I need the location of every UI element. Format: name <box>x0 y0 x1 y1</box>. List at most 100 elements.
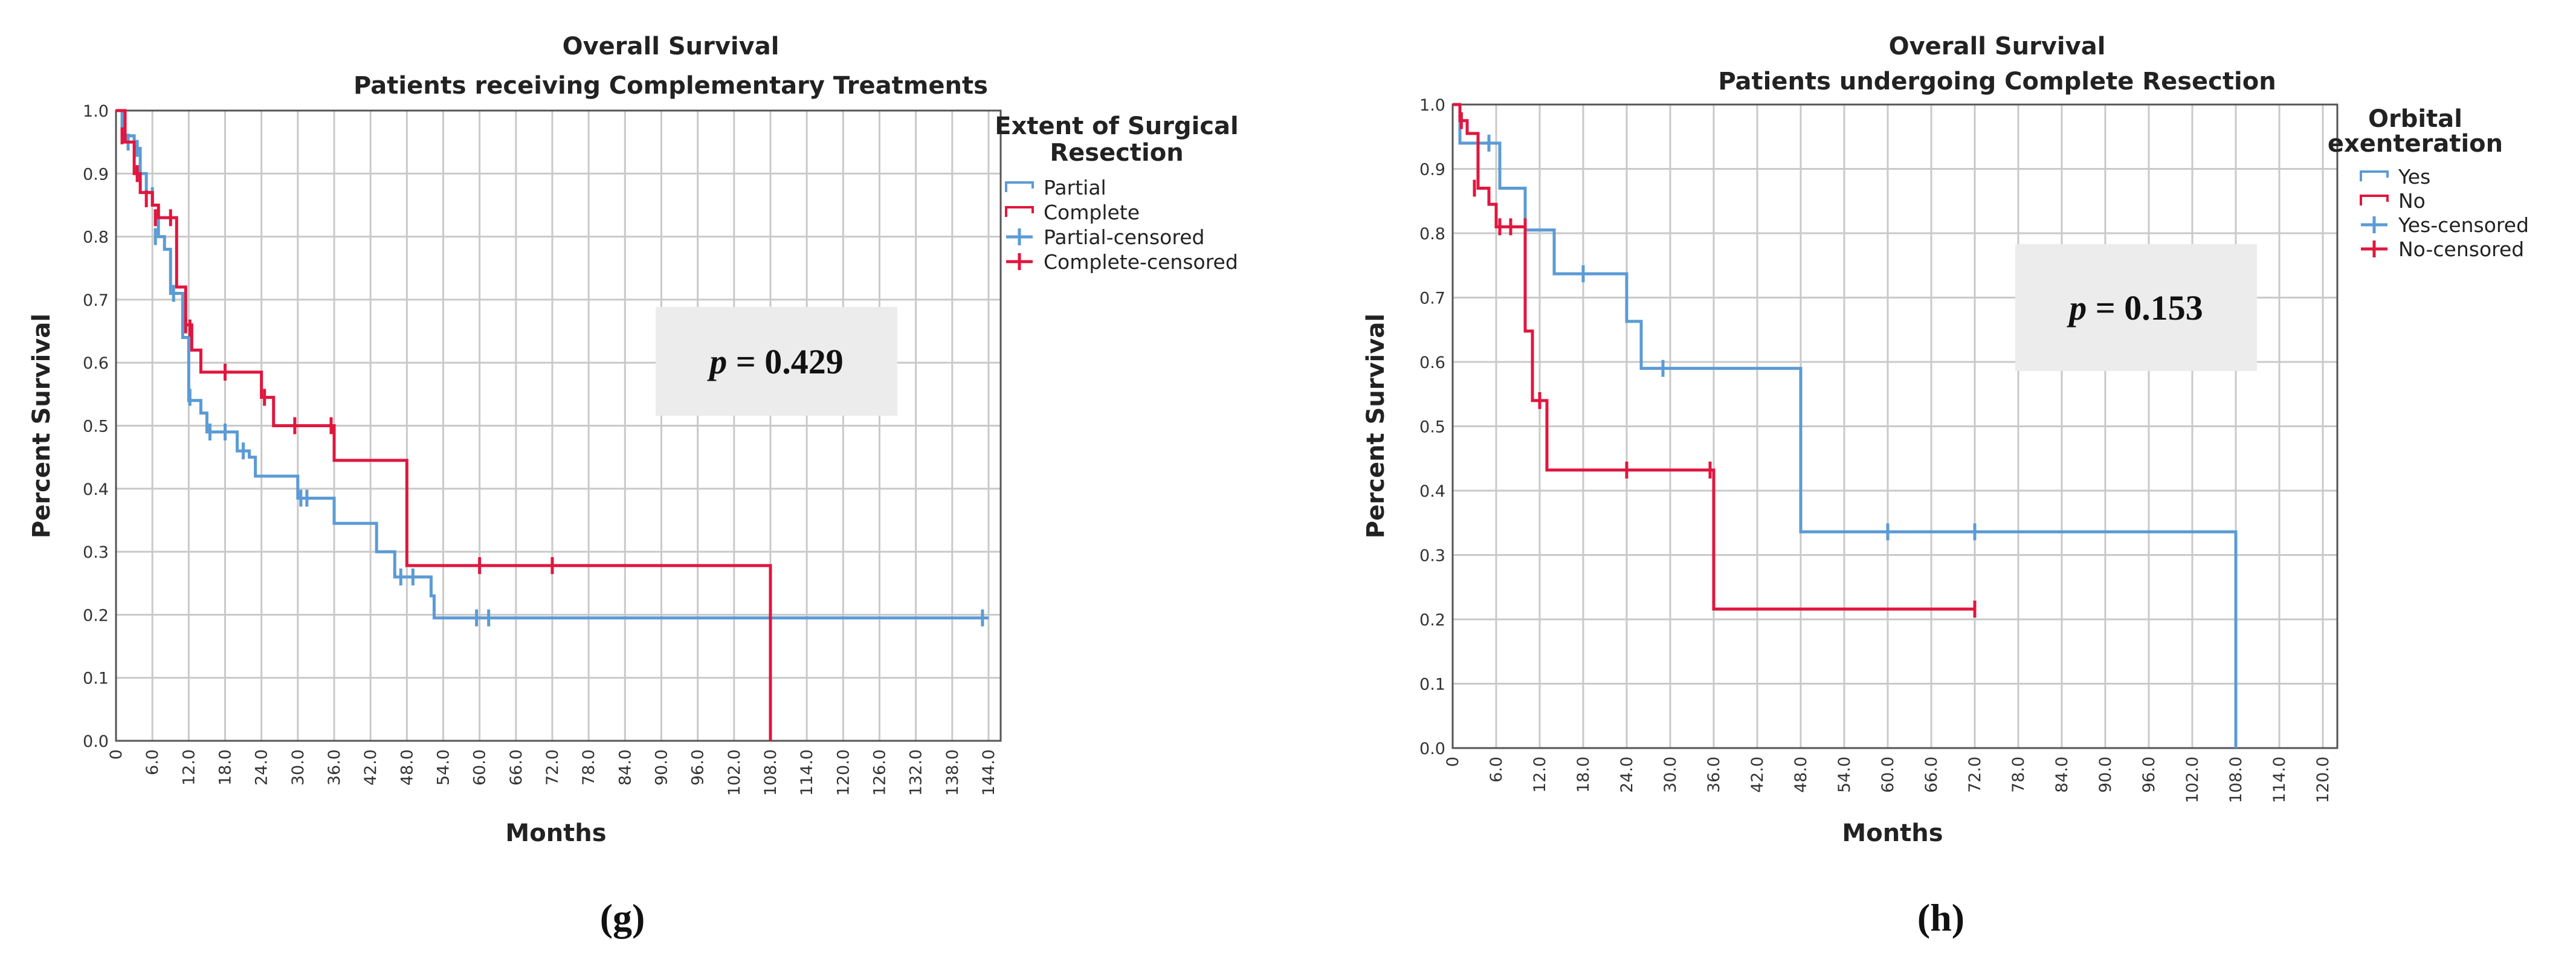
x-tick-label: 108.0 <box>2227 757 2245 803</box>
x-tick-label: 114.0 <box>2270 757 2289 803</box>
p-value-text: p = 0.153 <box>2066 288 2203 328</box>
y-tick-label: 0.1 <box>83 670 109 688</box>
survival-curve-no <box>1453 103 1975 611</box>
plot-frame <box>1451 103 2339 749</box>
chart-title: Overall Survival <box>563 33 780 60</box>
legend-swatch <box>1005 181 1034 192</box>
y-tick-label: 0.5 <box>83 418 109 436</box>
x-tick-label: 36.0 <box>1705 757 1723 793</box>
y-tick-label: 0.3 <box>83 543 109 562</box>
x-tick-label: 48.0 <box>398 749 416 786</box>
x-tick-label: 30.0 <box>1661 757 1680 793</box>
legend-title: exenteration <box>2328 130 2503 158</box>
p-value-box <box>656 307 897 416</box>
legend-swatch <box>2360 195 2389 205</box>
x-tick-label: 24.0 <box>253 749 271 786</box>
x-tick-label: 78.0 <box>2009 757 2028 793</box>
y-tick-label: 0.9 <box>83 165 109 184</box>
legend-title: Orbital <box>2368 105 2462 133</box>
y-tick-label: 0.1 <box>1419 676 1445 694</box>
x-tick-label: 72.0 <box>1966 757 1984 793</box>
x-tick-label: 120.0 <box>834 749 853 796</box>
legend-title: Extent of Surgical <box>995 112 1238 140</box>
legend: Extent of SurgicalResectionPartialComple… <box>995 112 1238 274</box>
y-tick-label: 0.4 <box>83 480 109 499</box>
series-yes <box>1453 103 2238 748</box>
x-tick-label: 0 <box>1444 757 1462 767</box>
x-tick-label: 42.0 <box>361 749 380 786</box>
x-tick-label: 102.0 <box>2183 757 2202 803</box>
x-tick-label: 84.0 <box>2053 757 2071 793</box>
y-tick-label: 0.0 <box>1419 740 1445 758</box>
x-tick-label: 120.0 <box>2314 757 2332 803</box>
x-tick-label: 138.0 <box>943 749 962 796</box>
x-tick-label: 60.0 <box>1879 757 1897 793</box>
panel-caption: (g) <box>600 896 645 939</box>
chart-title: Overall Survival <box>1889 33 2106 60</box>
x-tick-label: 96.0 <box>689 749 708 786</box>
y-tick-label: 1.0 <box>1419 96 1445 115</box>
x-tick-label: 66.0 <box>507 749 526 786</box>
grid-lines <box>1451 103 2337 749</box>
p-value-box <box>2015 244 2257 371</box>
y-tick-label: 0.7 <box>83 291 109 310</box>
x-tick-label: 78.0 <box>579 749 598 786</box>
y-axis-label: Percent Survival <box>1362 314 1390 538</box>
x-axis-label: Months <box>505 819 606 847</box>
x-tick-label: 48.0 <box>1792 757 1810 793</box>
y-tick-label: 1.0 <box>83 102 109 121</box>
y-tick-label: 0.4 <box>1419 482 1445 501</box>
x-tick-label: 54.0 <box>1835 757 1854 793</box>
x-tick-label: 18.0 <box>216 749 234 786</box>
legend-item-label: No <box>2398 189 2426 213</box>
y-tick-label: 0.8 <box>1419 225 1445 244</box>
x-tick-label: 54.0 <box>434 749 453 786</box>
x-tick-label: 72.0 <box>543 749 562 786</box>
legend-item-label: Yes-censored <box>2398 213 2529 237</box>
x-tick-label: 18.0 <box>1574 757 1593 793</box>
x-axis-label: Months <box>1842 819 1943 847</box>
x-tick-label: 108.0 <box>761 749 780 796</box>
y-tick-label: 0.6 <box>83 354 109 373</box>
survival-curve-yes <box>1453 103 2238 748</box>
legend-item-label: Partial-censored <box>1044 225 1204 249</box>
y-tick-label: 0.3 <box>1419 547 1445 566</box>
y-tick-label: 0.2 <box>1419 611 1445 630</box>
y-tick-label: 0.0 <box>83 732 109 751</box>
chart-subtitle: Patients receiving Complementary Treatme… <box>353 72 988 100</box>
p-value: = 0.429 <box>727 342 844 381</box>
legend-item-label: Yes <box>2398 165 2430 189</box>
series-partial <box>116 109 989 627</box>
legend-swatch <box>1005 206 1034 217</box>
legend-item-label: No-censored <box>2398 237 2524 261</box>
x-tick-label: 90.0 <box>2096 757 2115 793</box>
x-tick-label: 90.0 <box>652 749 671 786</box>
x-tick-label: 42.0 <box>1748 757 1767 793</box>
x-tick-label: 126.0 <box>870 749 889 796</box>
x-tick-label: 6.0 <box>143 749 162 775</box>
legend-item-label: Complete-censored <box>1044 250 1238 274</box>
x-tick-label: 0 <box>107 749 126 760</box>
x-tick-label: 144.0 <box>980 749 998 796</box>
survival-curve-partial <box>116 109 989 620</box>
x-tick-label: 60.0 <box>471 749 489 786</box>
y-axis-label: Percent Survival <box>28 314 56 538</box>
chart-subtitle: Patients undergoing Complete Resection <box>1718 68 2276 95</box>
p-value: = 0.153 <box>2087 288 2203 328</box>
p-symbol: p <box>706 342 727 381</box>
x-tick-label: 132.0 <box>907 749 926 796</box>
series-complete <box>116 109 772 741</box>
y-tick-label: 0.6 <box>1419 353 1445 372</box>
x-tick-label: 36.0 <box>325 749 344 786</box>
plot-frame <box>115 109 1002 742</box>
x-tick-label: 102.0 <box>725 749 744 796</box>
chart-panel-g: Overall Survival Patients receiving Compl… <box>28 33 1239 939</box>
x-tick-label: 6.0 <box>1487 757 1506 782</box>
y-tick-label: 0.2 <box>83 606 109 625</box>
p-value-text: p = 0.429 <box>706 342 844 381</box>
y-tick-label: 0.9 <box>1419 161 1445 179</box>
legend-item-label: Complete <box>1044 201 1140 224</box>
legend-item-label: Partial <box>1044 176 1106 199</box>
